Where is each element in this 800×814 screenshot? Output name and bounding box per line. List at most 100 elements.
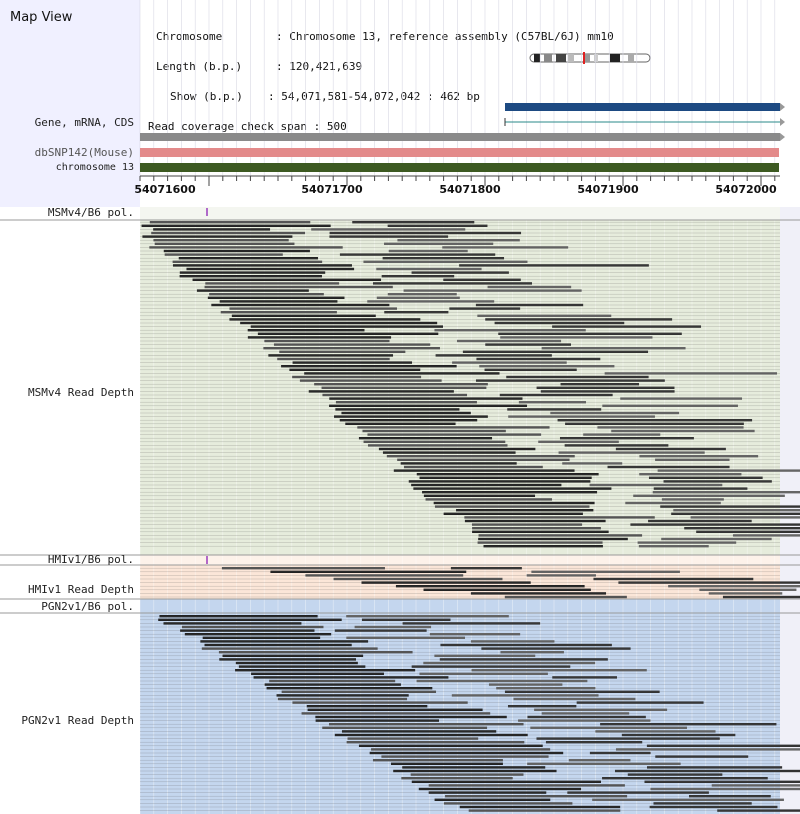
hmi-depth-label: HMIv1 Read Depth — [28, 583, 134, 596]
read-bar — [615, 447, 726, 451]
read-bar — [277, 697, 408, 701]
read-bar — [250, 325, 444, 328]
read-bar — [552, 325, 702, 328]
read-bar — [513, 697, 636, 701]
read-bar — [373, 282, 532, 285]
read-bar — [450, 567, 522, 570]
msm-reads[interactable] — [140, 221, 800, 548]
read-bar — [496, 687, 596, 690]
read-bar — [576, 701, 704, 704]
dbsnp-bar[interactable] — [140, 148, 779, 157]
length-sep: : — [276, 60, 290, 73]
read-bar — [141, 224, 331, 227]
read-bar — [393, 769, 557, 773]
coverage-sep: : — [306, 120, 327, 133]
read-bar — [329, 231, 522, 235]
read-bar — [292, 701, 468, 704]
read-bar — [204, 643, 352, 647]
read-bar — [433, 501, 595, 505]
read-bar — [602, 777, 768, 780]
header-gridlines — [139, 0, 776, 176]
read-bar — [153, 228, 271, 231]
read-bar — [668, 585, 800, 588]
read-bar — [163, 622, 302, 625]
read-bar — [690, 516, 800, 519]
read-bar — [411, 665, 571, 668]
read-bar — [439, 658, 608, 661]
read-bar — [180, 629, 315, 632]
pgn-reads[interactable] — [140, 615, 800, 812]
read-bar — [401, 777, 513, 780]
read-bar — [361, 581, 531, 584]
ruler-ticks — [139, 176, 776, 186]
read-bar — [358, 437, 493, 440]
read-bar — [158, 618, 342, 621]
map-view-title: Map View — [10, 10, 73, 25]
read-bar — [153, 239, 289, 242]
read-bar — [315, 715, 507, 719]
read-bar — [434, 505, 590, 508]
read-bar — [464, 519, 606, 523]
read-bar — [268, 354, 394, 357]
ruler-label-4: 54071900 — [577, 183, 639, 196]
dbsnp-track-label: dbSNP142(Mouse) — [34, 146, 134, 159]
read-bar — [235, 669, 416, 672]
read-bar — [607, 465, 730, 469]
read-bar — [229, 318, 421, 321]
read-bar — [238, 665, 366, 668]
read-bar — [388, 249, 468, 253]
read-bar — [477, 314, 612, 317]
read-bar — [560, 383, 640, 386]
hmi-reads[interactable] — [140, 567, 800, 599]
read-bar — [471, 669, 647, 672]
read-bar — [611, 429, 755, 433]
read-bar — [428, 784, 625, 787]
read-bar — [408, 480, 591, 483]
chromosome-ideogram[interactable] — [528, 52, 652, 64]
read-bar — [648, 519, 752, 523]
cds-gray-bar[interactable] — [140, 133, 780, 141]
read-bar — [583, 433, 661, 436]
read-bar — [462, 350, 649, 353]
read-bar — [201, 647, 378, 650]
read-bar — [661, 537, 772, 541]
chromosome-key: Chromosome — [156, 30, 223, 43]
read-bar — [558, 451, 705, 454]
read-bar — [504, 595, 627, 599]
ruler-label-2: 54071700 — [301, 183, 363, 196]
read-bar — [196, 289, 309, 292]
read-bar — [276, 694, 409, 697]
read-bar — [181, 625, 324, 629]
read-bar — [540, 390, 675, 393]
gene-bar[interactable] — [505, 103, 780, 111]
read-bar — [479, 365, 615, 368]
read-bar — [329, 723, 524, 726]
read-bar — [222, 654, 364, 657]
read-bar — [696, 530, 800, 533]
read-bar — [475, 379, 665, 382]
read-bar — [649, 805, 778, 809]
read-bar — [334, 733, 528, 737]
read-bar — [384, 311, 449, 314]
read-bar — [339, 253, 496, 256]
read-bar — [247, 336, 392, 339]
read-bar — [423, 588, 591, 591]
hmi-pol-bg — [140, 555, 780, 565]
read-bar — [485, 343, 571, 346]
read-bar — [498, 332, 682, 335]
read-bar — [456, 509, 594, 512]
read-bar — [264, 683, 401, 686]
read-bar — [308, 390, 454, 393]
read-bar — [352, 221, 475, 224]
read-bar — [684, 527, 800, 530]
chromosome-bar[interactable] — [140, 163, 779, 172]
read-bar — [292, 375, 422, 379]
read-bar — [552, 676, 617, 679]
read-bar — [311, 228, 466, 231]
read-bar — [218, 651, 413, 654]
read-bar — [423, 661, 596, 665]
read-bar — [163, 249, 310, 253]
read-bar — [151, 231, 306, 235]
read-bar — [476, 357, 601, 361]
